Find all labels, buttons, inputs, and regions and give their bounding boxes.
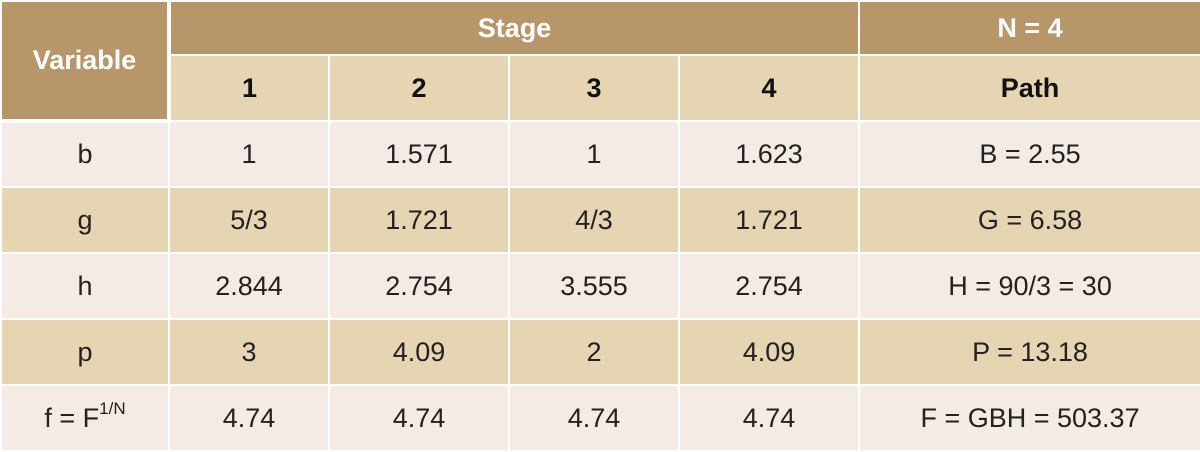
stage-header: Stage	[167, 0, 861, 56]
variable-header: Variable	[0, 0, 171, 123]
stage-value-cell: 4.74	[168, 384, 330, 452]
variable-name: g	[77, 204, 93, 235]
stage-value-cell: 4.09	[677, 318, 861, 386]
stage-value-cell: 5/3	[168, 186, 330, 254]
stage-value-cell: 1.721	[328, 186, 510, 254]
variable-cell: p	[0, 318, 170, 386]
stage-value-cell: 2.754	[677, 252, 861, 320]
path-cell: B = 2.55	[858, 120, 1200, 188]
table-row: h 2.844 2.754 3.555 2.754 H = 90/3 = 30	[0, 252, 1200, 320]
variable-cell: b	[0, 120, 170, 188]
stage-value-cell: 3	[168, 318, 330, 386]
stage-value-cell: 2.754	[328, 252, 510, 320]
variable-cell: f = F1/N	[0, 384, 170, 452]
table-row: g 5/3 1.721 4/3 1.721 G = 6.58	[0, 186, 1200, 254]
table-row: b 1 1.571 1 1.623 B = 2.55	[0, 120, 1200, 188]
variable-name: b	[77, 139, 93, 169]
stage-value-cell: 2	[508, 318, 680, 386]
stage-value-cell: 4.74	[677, 384, 861, 452]
header-row-top: Variable Stage N = 4	[0, 0, 1200, 123]
path-header: Path	[858, 54, 1200, 122]
table-row: f = F1/N 4.74 4.74 4.74 4.74 F = GBH = 5…	[0, 384, 1200, 452]
stage-column-header: 3	[508, 54, 680, 122]
stage-value-cell: 1.623	[677, 120, 861, 188]
variable-cell: h	[0, 252, 170, 320]
stage-value-cell: 4/3	[508, 186, 680, 254]
variable-cell: g	[0, 186, 170, 254]
path-cell: G = 6.58	[858, 186, 1200, 254]
variable-name: f = F	[44, 402, 100, 433]
stage-value-cell: 4.09	[328, 318, 510, 386]
variable-name: h	[77, 270, 93, 301]
stage-value-cell: 3.555	[508, 252, 680, 320]
stage-column-header: 1	[168, 54, 330, 122]
stage-column-header: 4	[677, 54, 861, 122]
path-cell: P = 13.18	[858, 318, 1200, 386]
stage-value-cell: 1	[508, 120, 680, 188]
stage-column-header: 2	[328, 54, 510, 122]
stage-value-cell: 2.844	[168, 252, 330, 320]
variable-exponent: 1/N	[99, 398, 126, 418]
path-cell: F = GBH = 503.37	[858, 384, 1200, 452]
n-header: N = 4	[858, 0, 1200, 56]
stage-value-cell: 1.721	[677, 186, 861, 254]
stage-value-cell: 1.571	[328, 120, 510, 188]
stage-value-cell: 4.74	[328, 384, 510, 452]
table-row: p 3 4.09 2 4.09 P = 13.18	[0, 318, 1200, 386]
path-cell: H = 90/3 = 30	[858, 252, 1200, 320]
header-row-sub: 1 2 3 4 Path	[1, 54, 1200, 122]
stage-value-cell: 1	[168, 120, 330, 188]
stage-value-cell: 4.74	[508, 384, 680, 452]
variable-name: p	[77, 336, 93, 367]
